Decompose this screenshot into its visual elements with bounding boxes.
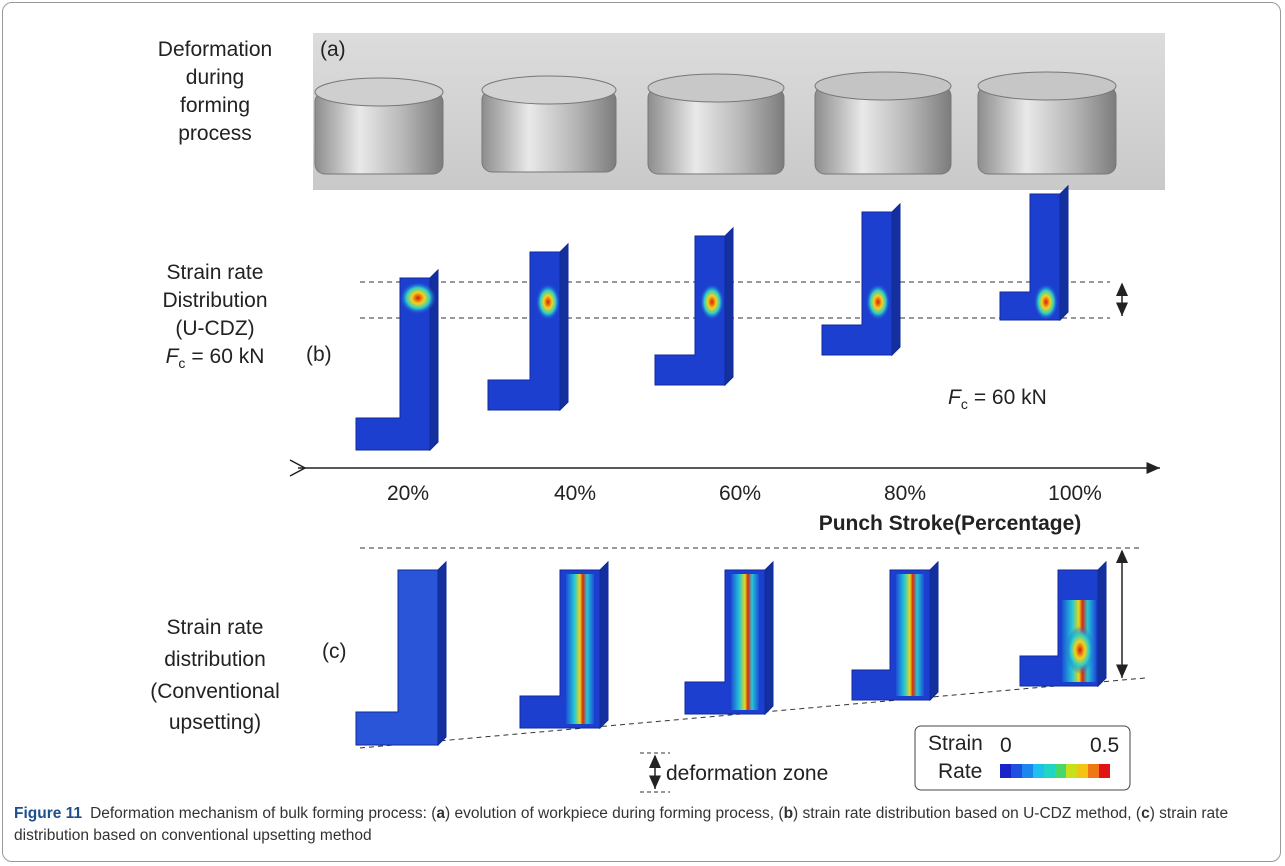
panel-b: Strain rate Distribution (U-CDZ) Fc= 60 …: [162, 186, 1122, 450]
row-label: (U-CDZ): [175, 317, 254, 340]
tick-label: 20%: [387, 482, 429, 505]
tick-label: 40%: [554, 482, 596, 505]
caption-text: Deformation mechanism of bulk forming pr…: [90, 805, 436, 822]
panel-a: Deformation during forming process (a): [158, 33, 1165, 190]
zone-label: deformation zone: [666, 762, 828, 785]
caption-text: ) strain rate distribution based on U-CD…: [793, 805, 1141, 822]
tick-label: 100%: [1048, 482, 1102, 505]
row-label: forming: [180, 94, 250, 117]
workpieces: [315, 72, 1116, 174]
panel-tag: (b): [306, 343, 332, 366]
panel-tag: (c): [322, 640, 347, 663]
caption-text: ) evolution of workpiece during forming …: [445, 805, 784, 822]
row-label: upsetting): [169, 711, 261, 734]
panel-c: Strain rate distribution (Conventional u…: [150, 548, 1145, 748]
row-label: distribution: [164, 648, 266, 671]
simulations-c: [356, 562, 1106, 745]
row-label: during: [186, 66, 244, 89]
subscript: c: [961, 396, 968, 412]
legend-title: Strain: [928, 732, 983, 755]
legend-min: 0: [1000, 734, 1012, 757]
row-label: process: [178, 122, 252, 145]
text: = 60 kN: [974, 386, 1047, 409]
caption-text: a: [436, 805, 445, 822]
caption-label: Figure 11: [14, 805, 82, 822]
row-label: Strain rate: [167, 261, 264, 284]
force-label: Fc= 60 kN: [166, 345, 265, 371]
zone-key: deformation zone: [640, 753, 828, 792]
row-label: Deformation: [158, 38, 272, 61]
tick-label: 60%: [719, 482, 761, 505]
tick-label: 80%: [884, 482, 926, 505]
legend-max: 0.5: [1090, 734, 1119, 757]
subscript: c: [178, 355, 185, 371]
legend: Strain Rate 0 0.5: [915, 726, 1130, 790]
figure: Deformation during forming process (a) S…: [0, 0, 1285, 800]
row-label: (Conventional: [150, 680, 280, 703]
stroke-axis: 20% 40% 60% 80% 100% Punch Stroke(Percen…: [290, 460, 1160, 535]
row-label: Distribution: [162, 289, 267, 312]
caption: Figure 11 Deformation mechanism of bulk f…: [14, 803, 1269, 847]
caption-text: c: [1141, 805, 1150, 822]
text: = 60 kN: [191, 345, 264, 368]
page: Deformation during forming process (a) S…: [0, 0, 1285, 866]
axis-label: Punch Stroke(Percentage): [819, 512, 1082, 535]
color-bar: [1000, 764, 1110, 778]
row-label: Strain rate: [167, 616, 264, 639]
legend-title: Rate: [938, 760, 982, 783]
caption-text: b: [784, 805, 793, 822]
force-annotation: Fc= 60 kN: [948, 386, 1047, 412]
panel-tag: (a): [320, 38, 346, 61]
